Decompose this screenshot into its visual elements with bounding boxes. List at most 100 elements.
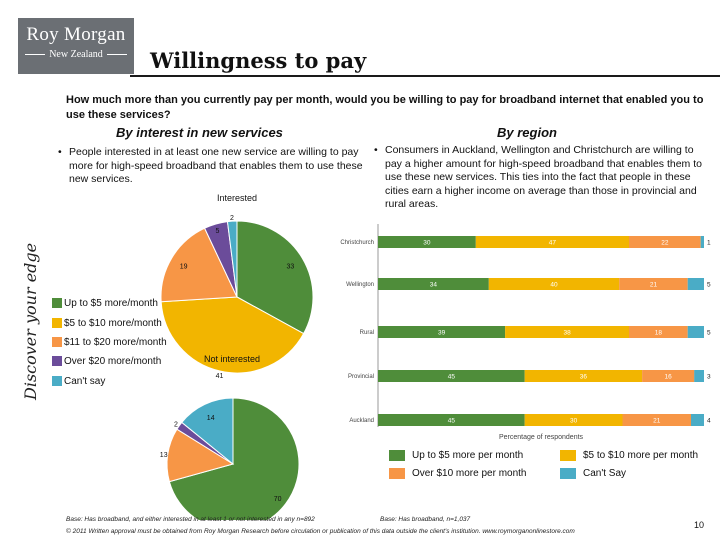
pie-label-3: 19 xyxy=(180,263,188,270)
legend-swatch xyxy=(52,337,62,348)
right-footnote: Base: Has broadband, n=1,037 xyxy=(380,516,471,523)
right-heading: By region xyxy=(497,125,557,140)
bar-segment xyxy=(505,326,629,338)
legend-label: $11 to $20 more/month xyxy=(64,337,167,348)
pie-charts: Interested 33 41 19 5 2 Not interested 70 13 2… xyxy=(160,193,314,520)
bar-value-label: 16 xyxy=(664,374,672,381)
legend-label: Can't say xyxy=(64,376,106,387)
bar-segment xyxy=(694,370,704,382)
bar-value-label: 45 xyxy=(448,418,456,425)
legend-swatch xyxy=(52,376,62,387)
legend-label: Up to $5 more per month xyxy=(412,450,524,461)
copyright: © 2011 Written approval must be obtained… xyxy=(66,528,575,535)
bar-legend-item-3: Over $10 more per month xyxy=(389,467,527,481)
pie-label-2: 41 xyxy=(216,373,224,380)
bar-value-label: 5 xyxy=(707,282,711,289)
bar-segment xyxy=(378,414,525,426)
bar-segment xyxy=(622,414,691,426)
category-label: Christchurch xyxy=(340,240,374,246)
bar-value-label: 21 xyxy=(650,282,658,289)
bar-segment xyxy=(629,236,701,248)
bar-segment xyxy=(619,278,688,290)
bar-legend-item-4: Can't Say xyxy=(560,467,626,481)
bar-value-label: 3 xyxy=(707,374,711,381)
pie-interested: 33 41 19 5 2 xyxy=(160,215,314,380)
logo-region: New Zealand xyxy=(18,49,134,60)
left-bullet: • People interested in at least one new … xyxy=(58,146,368,187)
category-label: Rural xyxy=(360,330,374,336)
bar-segment xyxy=(475,236,629,248)
bar-value-label: 36 xyxy=(580,374,588,381)
legend-label: $5 to $10 more/month xyxy=(64,318,162,329)
x-axis-label: Percentage of respondents xyxy=(499,434,584,441)
bar-segment xyxy=(691,414,704,426)
page-number: 10 xyxy=(693,520,704,530)
legend-swatch xyxy=(52,356,62,367)
survey-question: How much more than you currently pay per… xyxy=(66,94,704,121)
bar-value-label: 4 xyxy=(707,418,711,425)
pie-label-5: 2 xyxy=(230,215,234,222)
legend-swatch xyxy=(52,318,62,329)
page-title: Willingness to pay xyxy=(150,48,367,73)
pie-label-5: 14 xyxy=(207,415,215,422)
legend-item-2: $5 to $10 more/month xyxy=(52,317,162,331)
legend-swatch xyxy=(560,467,576,479)
pie-slice-1 xyxy=(236,220,314,335)
pie-slice-2 xyxy=(160,296,305,374)
left-bullet-text: People interested in at least one new se… xyxy=(69,146,363,185)
pie-not-interested: 70 13 2 14 xyxy=(160,397,300,520)
left-heading: By interest in new services xyxy=(116,125,283,140)
pie-label-1: 70 xyxy=(274,496,282,503)
bar-legend-item-2: $5 to $10 more per month xyxy=(560,449,698,463)
category-label: Wellington xyxy=(346,282,374,288)
bar-value-label: 30 xyxy=(570,418,578,425)
bar-segment xyxy=(378,236,476,248)
legend-swatch xyxy=(389,467,405,479)
bar-segment xyxy=(524,370,643,382)
pie-label-1: 33 xyxy=(287,263,295,270)
pie1-title: Interested xyxy=(217,193,257,203)
left-footnote: Base: Has broadband, and either interest… xyxy=(66,516,315,523)
legend-swatch xyxy=(389,449,405,461)
bullet-dot: • xyxy=(58,146,62,158)
bar-legend-item-1: Up to $5 more per month xyxy=(389,449,523,463)
legend-label: Over $10 more per month xyxy=(412,468,527,479)
pie-slice-3 xyxy=(160,227,238,303)
bar-segment xyxy=(629,326,688,338)
category-label: Provincial xyxy=(348,374,374,380)
legend-label: Up to $5 more/month xyxy=(64,298,158,309)
legend-label: Can't Say xyxy=(583,468,627,479)
title-rule xyxy=(130,75,720,77)
pie-slice-5 xyxy=(181,397,234,466)
bar-segment xyxy=(687,278,704,290)
pie-label-4: 2 xyxy=(174,421,178,428)
bar-segment xyxy=(378,326,506,338)
pie-label-4: 5 xyxy=(216,228,220,235)
bar-value-label: 30 xyxy=(423,240,431,247)
pie2-title: Not interested xyxy=(204,354,260,364)
bullet-dot: • xyxy=(374,144,378,156)
bar-segment xyxy=(700,236,704,248)
bar-value-label: 5 xyxy=(707,330,711,337)
bar-segment xyxy=(524,414,623,426)
legend-item-5: Can't say xyxy=(52,375,105,389)
legend-item-1: Up to $5 more/month xyxy=(52,297,158,311)
legend-item-3: $11 to $20 more/month xyxy=(52,336,167,350)
bar-value-label: 40 xyxy=(550,282,558,289)
bar-value-label: 39 xyxy=(438,330,446,337)
pie-label-3: 13 xyxy=(160,452,168,459)
bar-value-label: 47 xyxy=(549,240,557,247)
legend-label: $5 to $10 more per month xyxy=(583,450,699,461)
bar-segment xyxy=(687,326,704,338)
bar-value-label: 18 xyxy=(655,330,663,337)
legend-label: Over $20 more/month xyxy=(64,356,162,367)
roy-morgan-logo: Roy Morgan New Zealand xyxy=(18,18,134,74)
logo-name: Roy Morgan xyxy=(26,24,126,45)
bar-segment xyxy=(488,278,620,290)
category-label: Auckland xyxy=(349,418,374,424)
bar-segment xyxy=(642,370,695,382)
legend-item-4: Over $20 more/month xyxy=(52,355,161,369)
bar-value-label: 21 xyxy=(653,418,661,425)
right-bullet-text: Consumers in Auckland, Wellington and Ch… xyxy=(385,144,702,210)
